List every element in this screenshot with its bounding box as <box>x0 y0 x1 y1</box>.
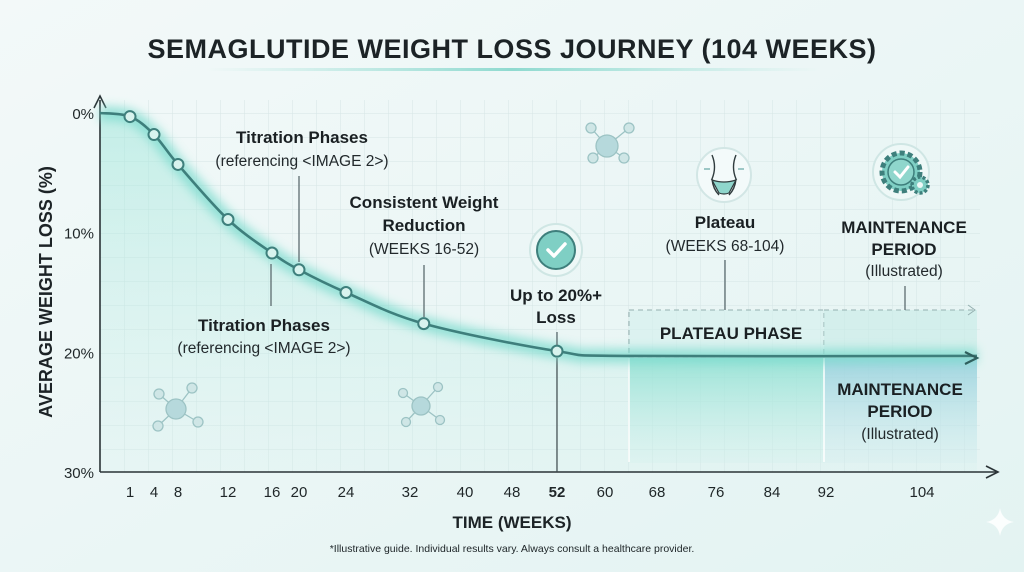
x-axis-label: TIME (WEEKS) <box>453 513 572 532</box>
annotation-plateau-title: Plateau <box>695 213 755 232</box>
check-circle-icon <box>529 223 583 277</box>
molecule-icon <box>397 381 446 428</box>
footnote: *Illustrative guide. Individual results … <box>330 543 695 555</box>
x-tick-label: 92 <box>818 484 835 501</box>
x-tick-label: 68 <box>649 484 666 501</box>
data-point <box>339 286 353 299</box>
annotation-maintenance-subtitle: (Illustrated) <box>865 263 943 280</box>
annotation-plateau-subtitle: (WEEKS 68-104) <box>666 238 785 255</box>
plateau-region-fill <box>629 358 824 463</box>
x-tick-label: 8 <box>174 484 182 501</box>
maintenance-arrowhead <box>967 304 976 316</box>
x-tick-label: 60 <box>597 484 614 501</box>
maintenance-region-line2: PERIOD <box>867 402 932 421</box>
x-tick-label: 84 <box>764 484 781 501</box>
annotation-peak-line2: Loss <box>536 308 576 327</box>
x-tick-label: 48 <box>504 484 521 501</box>
maintenance-region-subtitle: (Illustrated) <box>861 426 939 443</box>
data-point <box>417 317 431 331</box>
title-underline <box>205 68 819 71</box>
data-point <box>292 263 306 277</box>
y-tick-label: 0% <box>72 106 94 123</box>
x-tick-label: 24 <box>338 484 355 501</box>
annotation-titration-bottom-title: Titration Phases <box>198 316 330 335</box>
molecule-icon <box>152 382 204 432</box>
y-axis-arrow <box>93 94 107 109</box>
y-axis-label: AVERAGE WEIGHT LOSS (%) <box>36 166 56 418</box>
y-tick-label: 20% <box>64 345 94 362</box>
x-tick-label: 104 <box>909 484 934 501</box>
x-tick-label: 20 <box>291 484 308 501</box>
x-tick-label: 76 <box>708 484 725 501</box>
x-tick-label: 52 <box>549 484 566 501</box>
data-point <box>550 344 564 358</box>
data-point <box>265 246 279 260</box>
y-tick-label: 10% <box>64 226 94 243</box>
annotation-consistent-line1: Consistent Weight <box>350 193 499 212</box>
waist-icon <box>696 147 752 203</box>
chart-title: SEMAGLUTIDE WEIGHT LOSS JOURNEY (104 WEE… <box>147 34 876 64</box>
x-axis-arrow <box>985 465 1000 479</box>
sparkle-icon <box>986 508 1014 536</box>
x-tick-label: 40 <box>457 484 474 501</box>
x-tick-label: 12 <box>220 484 237 501</box>
annotation-consistent-line2: Reduction <box>382 216 465 235</box>
curve-arrowhead <box>964 351 980 365</box>
molecule-icon <box>585 122 635 164</box>
gear-check-icon <box>872 143 930 201</box>
x-tick-label: 32 <box>402 484 419 501</box>
annotation-maintenance-line1: MAINTENANCE <box>841 218 967 237</box>
x-tick-label: 1 <box>126 484 134 501</box>
x-tick-label: 16 <box>264 484 281 501</box>
annotation-maintenance-line2: PERIOD <box>871 240 936 259</box>
maintenance-region-fill <box>824 358 977 463</box>
data-point <box>171 157 185 171</box>
annotation-titration-top-subtitle: (referencing <IMAGE 2>) <box>215 153 388 170</box>
maintenance-region-line1: MAINTENANCE <box>837 380 963 399</box>
data-point <box>147 128 161 142</box>
annotation-titration-top-title: Titration Phases <box>236 128 368 147</box>
x-tick-label: 4 <box>150 484 158 501</box>
data-point <box>221 213 235 227</box>
plateau-phase-label: PLATEAU PHASE <box>660 324 802 343</box>
y-tick-label: 30% <box>64 465 94 482</box>
data-point <box>123 110 137 124</box>
annotation-consistent-subtitle: (WEEKS 16-52) <box>369 241 479 258</box>
annotation-peak-line1: Up to 20%+ <box>510 286 602 305</box>
annotation-titration-bottom-subtitle: (referencing <IMAGE 2>) <box>177 340 350 357</box>
